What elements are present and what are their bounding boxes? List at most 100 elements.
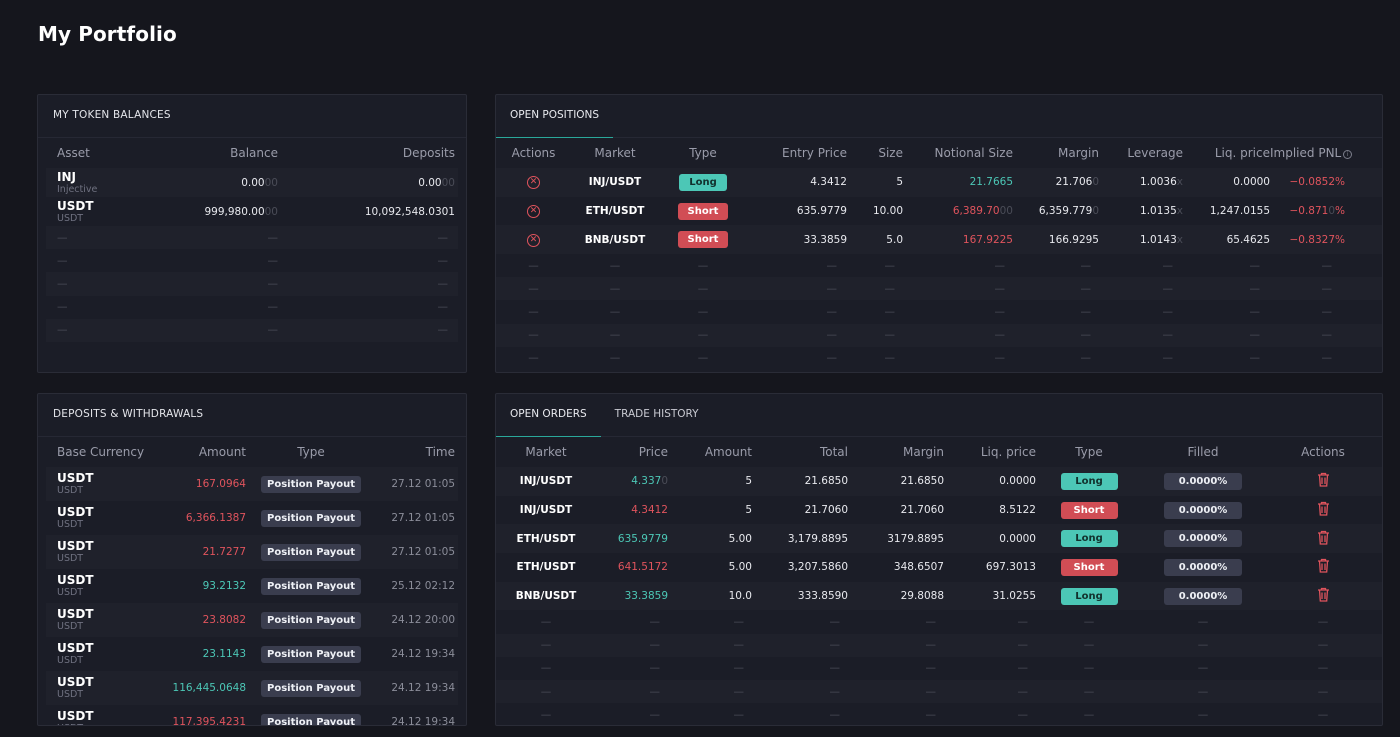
tab-open-positions[interactable]: OPEN POSITIONS	[496, 95, 614, 138]
action-cell	[1264, 553, 1382, 582]
empty-cell: —	[668, 657, 752, 680]
open-positions-panel: OPEN POSITIONS Actions Market Type Entry…	[495, 94, 1383, 373]
empty-dash: —	[1197, 708, 1209, 721]
trash-icon[interactable]	[1317, 530, 1330, 548]
value-text: 10.00	[872, 205, 903, 218]
trash-icon[interactable]	[1317, 501, 1330, 519]
deposit-row: USDT USDT 6,366.1387 Position Payout 27.12 0…	[46, 501, 458, 535]
panel-header: OPEN POSITIONS	[496, 95, 1382, 138]
empty-dash: —	[1197, 685, 1209, 698]
value-text: 635.9779	[796, 205, 847, 218]
empty-cell: —	[1036, 703, 1142, 725]
col-leverage: Leverage	[1127, 146, 1183, 160]
empty-dash: —	[609, 259, 621, 272]
empty-dash: —	[925, 639, 937, 652]
empty-dash: —	[1197, 639, 1209, 652]
empty-cell: —	[747, 323, 847, 347]
panel-header: DEPOSITS & WITHDRAWALS	[38, 394, 466, 437]
type-cell: Position Payout	[246, 569, 376, 603]
empty-dash: —	[1080, 329, 1092, 342]
faint-digits: 00	[264, 176, 278, 189]
empty-dash: —	[1083, 708, 1095, 721]
empty-cell: —	[1183, 277, 1270, 301]
empty-dash: —	[1317, 708, 1329, 721]
empty-dash: —	[697, 282, 709, 295]
col-margin: Margin	[1058, 146, 1099, 160]
value-text: 4.3412	[810, 176, 847, 189]
margin-cell: 3179.8895	[848, 524, 944, 554]
tab-open-orders[interactable]: OPEN ORDERS	[496, 394, 601, 437]
close-position-icon[interactable]: ✕	[527, 176, 540, 190]
empty-cell: —	[903, 300, 1013, 323]
value-text: 1.0036	[1140, 176, 1177, 189]
empty-cell: —	[46, 296, 166, 319]
empty-cell: —	[848, 610, 944, 633]
type-badge: Position Payout	[261, 509, 361, 527]
empty-row: — — — — — — — — —	[496, 633, 1382, 657]
trash-icon[interactable]	[1317, 472, 1330, 490]
filled-cell: 0.0000%	[1142, 581, 1264, 611]
pnl-cell: −0.8710%	[1270, 197, 1382, 226]
empty-dash: —	[1317, 662, 1329, 675]
value-text: 23.8082	[202, 614, 246, 626]
value-text: 999,980.00	[204, 205, 265, 218]
empty-dash: —	[994, 329, 1006, 342]
panel-header: OPEN ORDERS TRADE HISTORY	[496, 394, 1382, 437]
empty-cell: —	[46, 272, 166, 296]
value-text: 6,366.1387	[185, 512, 246, 524]
position-row: ✕ INJ/USDT Long 4.3412 5 21.7665 21.7060 1.0036…	[496, 168, 1382, 197]
type-cell: Short	[659, 225, 747, 255]
close-position-icon[interactable]: ✕	[527, 233, 540, 247]
empty-cell: —	[46, 318, 166, 342]
empty-cell: —	[668, 610, 752, 633]
empty-dash: —	[528, 282, 539, 295]
empty-dash: —	[1249, 259, 1261, 272]
trash-icon[interactable]	[1317, 587, 1330, 605]
info-icon[interactable]: i	[1343, 150, 1353, 159]
market-cell: BNB/USDT	[496, 581, 596, 611]
value-text: 641.5172	[617, 561, 668, 574]
empty-dash: —	[1080, 282, 1092, 295]
type-cell: Position Payout	[246, 705, 376, 725]
col-market: Market	[594, 146, 636, 160]
action-cell: ✕	[496, 225, 571, 255]
empty-row: — — — — — — — — — —	[496, 323, 1382, 347]
value-text: 1.0135	[1140, 205, 1177, 218]
empty-cell: —	[166, 318, 278, 342]
empty-dash: —	[697, 259, 709, 272]
time-cell: 24.12 20:00	[376, 603, 458, 637]
liq-cell: 697.3013	[944, 553, 1036, 582]
empty-dash: —	[1317, 616, 1329, 629]
margin-cell: 21.7060	[1013, 168, 1099, 197]
close-position-icon[interactable]: ✕	[527, 205, 540, 219]
price-cell: 635.9779	[596, 524, 668, 554]
notional-cell: 21.7665	[903, 168, 1013, 197]
empty-dash: —	[884, 329, 896, 342]
trash-icon[interactable]	[1317, 558, 1330, 576]
empty-cell: —	[496, 703, 596, 725]
empty-cell: —	[166, 226, 278, 250]
col-actions: Actions	[1301, 445, 1345, 459]
value-text: 3,179.8895	[787, 532, 848, 545]
deposits-table: Base Currency Amount Type Time USDT USDT 1…	[46, 437, 458, 725]
market-symbol: ETH/USDT	[585, 205, 645, 218]
tab-trade-history[interactable]: TRADE HISTORY	[614, 408, 699, 420]
empty-cell: —	[944, 610, 1036, 633]
asset-symbol: INJ	[57, 169, 76, 184]
deposits-cell: 10,092,548.0301	[278, 197, 458, 226]
col-actions: Actions	[511, 146, 556, 160]
col-filled: Filled	[1187, 445, 1219, 459]
empty-dash: —	[884, 282, 896, 295]
market-cell: INJ/USDT	[571, 168, 659, 197]
col-type: Type	[297, 445, 325, 459]
faint-digits: 0	[661, 475, 668, 488]
empty-row: — — — — — — — — — —	[496, 300, 1382, 323]
deposit-row: USDT USDT 167.0964 Position Payout 27.12 01:…	[46, 467, 458, 501]
type-cell: Short	[1036, 496, 1142, 525]
order-row: ETH/USDT 641.5172 5.00 3,207.5860 348.6507 69…	[496, 553, 1382, 582]
col-base-currency: Base Currency	[57, 445, 145, 459]
value-text: 166.9295	[1048, 233, 1099, 246]
filled-badge: 0.0000%	[1164, 530, 1242, 548]
empty-cell: —	[668, 680, 752, 704]
type-badge: Position Payout	[261, 611, 361, 629]
